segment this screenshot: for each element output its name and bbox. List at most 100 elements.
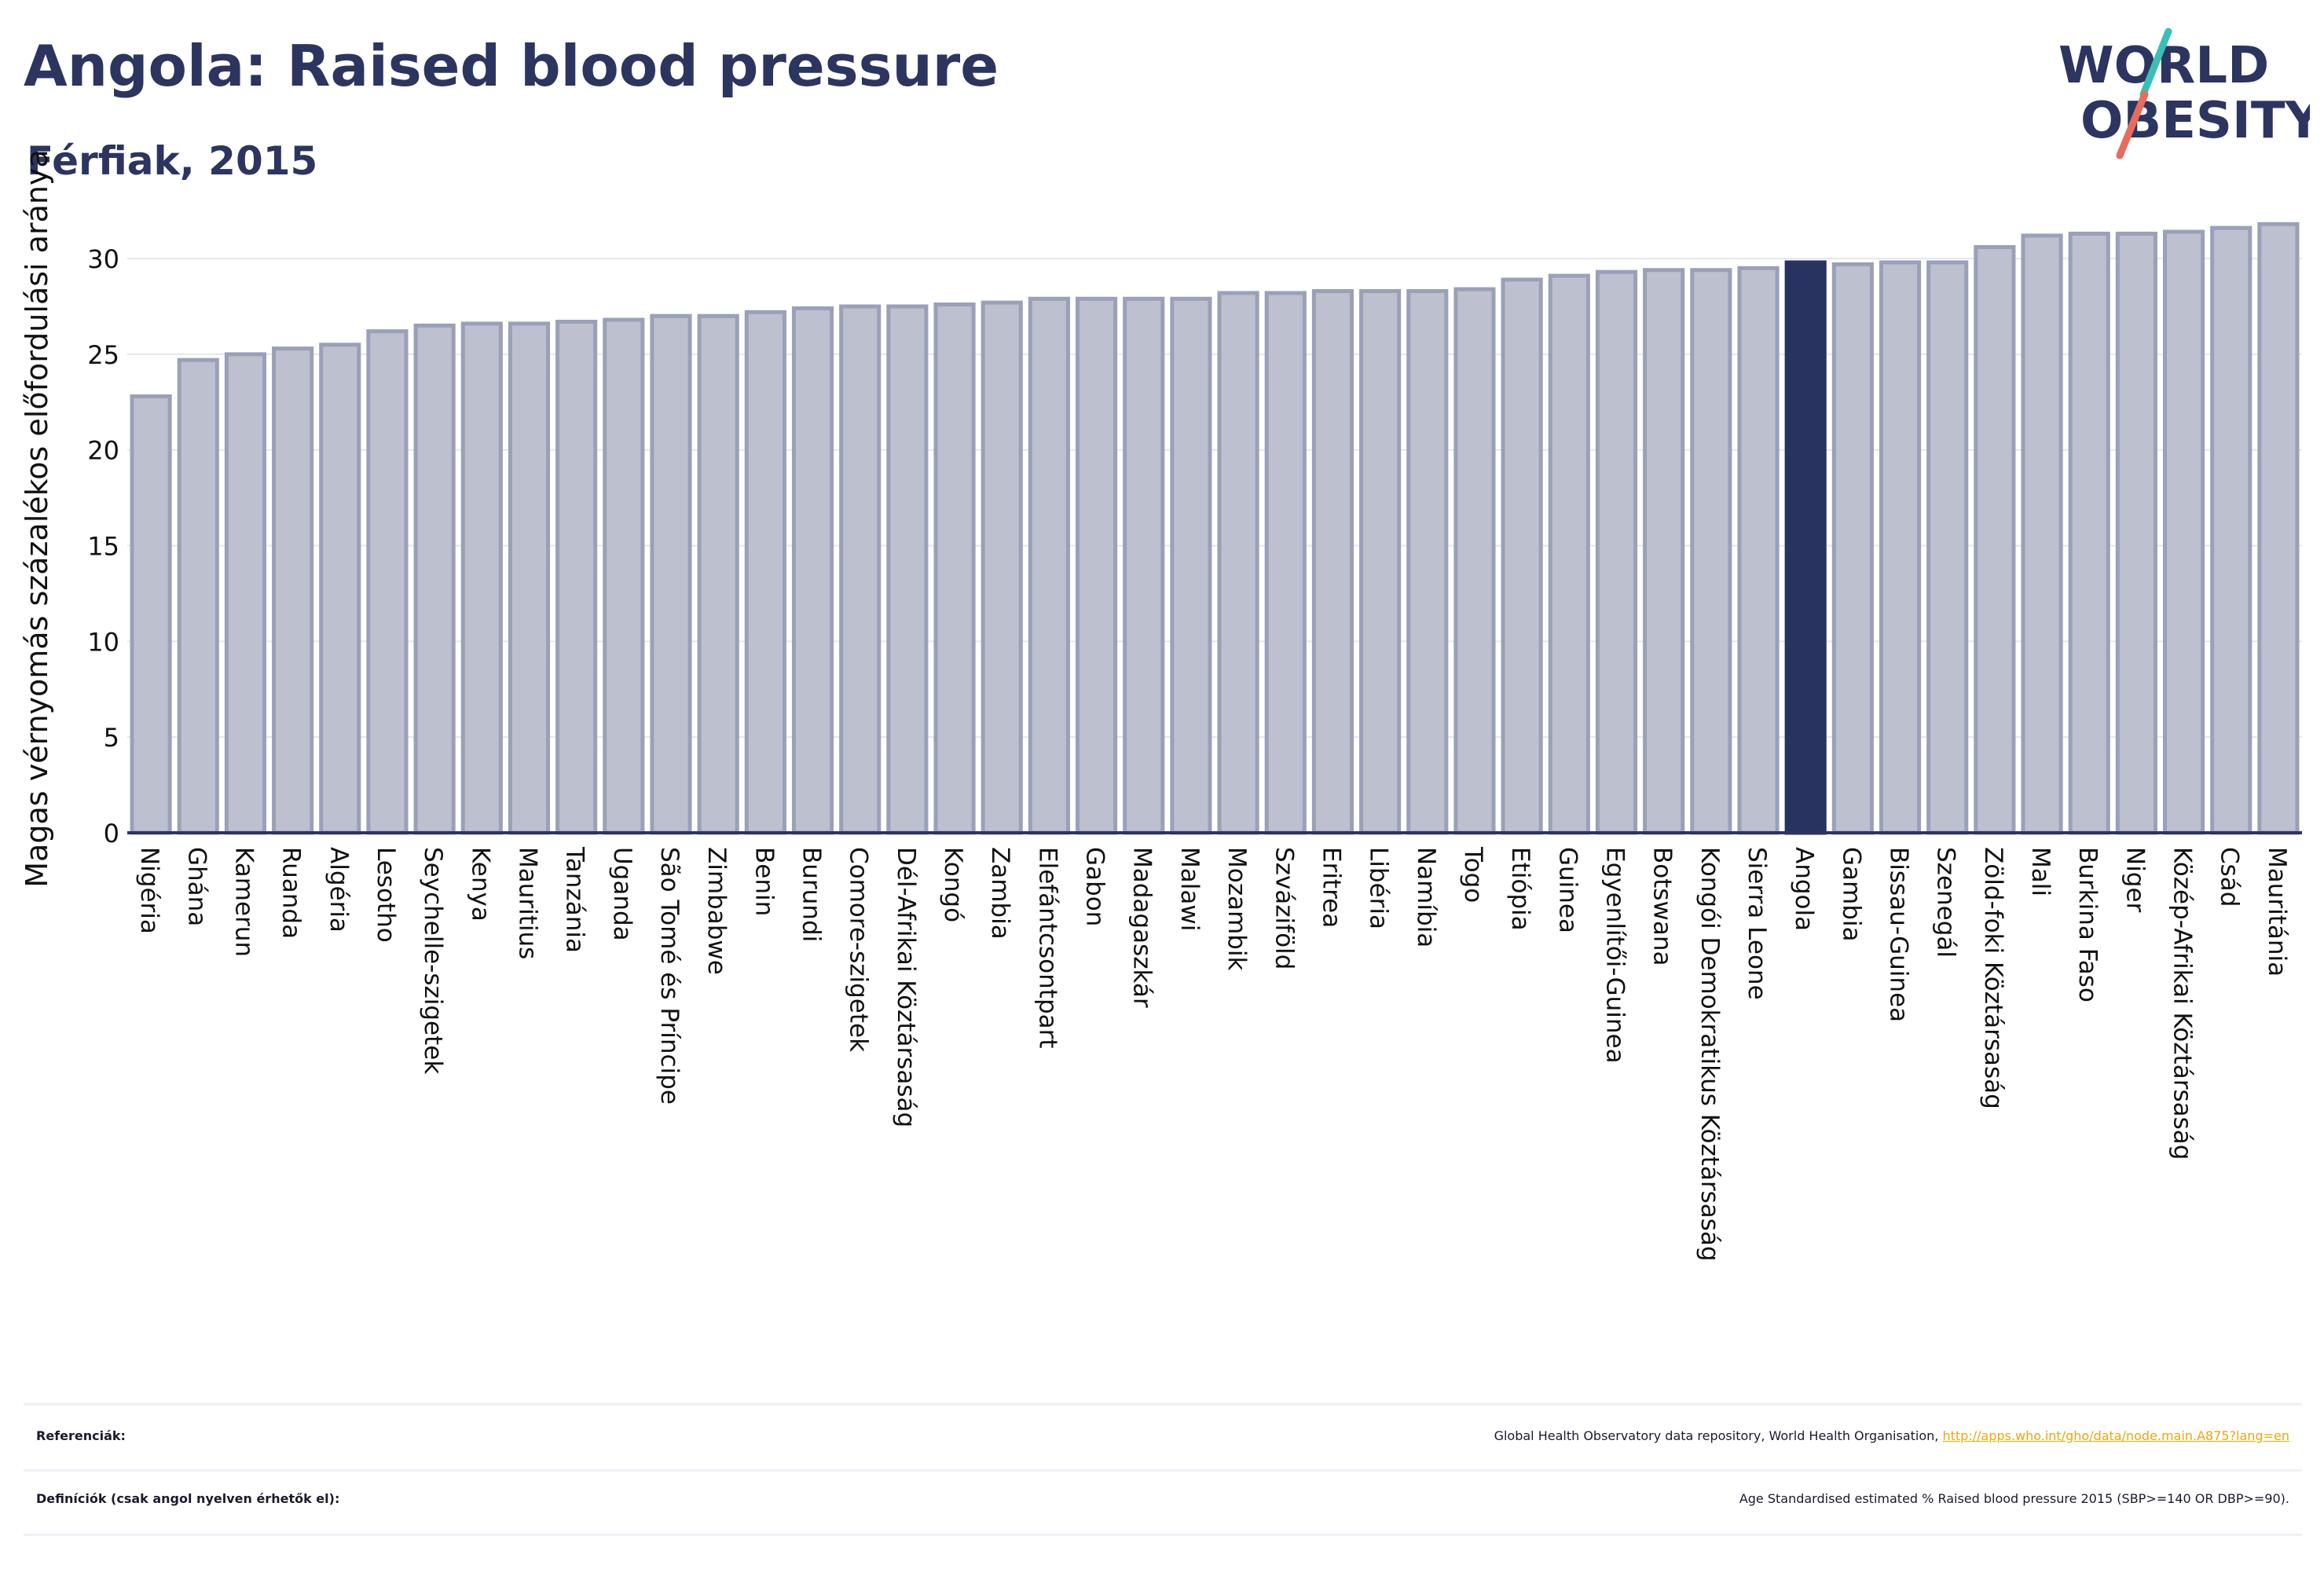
x-tick-label: Namíbia [1412,847,1440,947]
y-tick-label: 20 [87,436,119,466]
references-value: Global Health Observatory data repositor… [1494,1428,2289,1443]
bar [603,317,645,835]
x-tick-label: Madagaszkár [1128,847,1157,1008]
bar [1123,296,1165,835]
logo-word-obesity: OBESITY [2080,92,2310,150]
bar [1501,277,1543,835]
bar [886,304,929,835]
y-tick-label: 5 [104,723,119,753]
page-subtitle: Férfiak, 2015 [27,138,318,184]
bar [2210,225,2253,835]
bar [2162,229,2205,835]
footer-rule-top [24,1403,2302,1406]
bar [744,310,786,835]
x-tick-label: Elefántcsontpart [1033,847,1061,1049]
definitions-value: Age Standardised estimated % Raised bloo… [1739,1491,2289,1506]
y-tick-label: 25 [87,340,119,370]
bar [2257,222,2300,835]
bar-chart: 0 5 10 15 20 25 30 Nigéria Ghána Kamerun Ruanda Al… [20,149,2302,1262]
bar [460,321,503,835]
x-tick-label: Togo [1459,846,1487,903]
x-tick-label: Mauritius [513,847,541,959]
bar [1595,269,1638,835]
bar [839,304,882,835]
bar [1737,266,1780,835]
x-tick-label: São Tomé és Príncipe [655,847,684,1105]
bar [1028,296,1070,835]
logo-slash-coral [2116,90,2149,159]
x-tick-label: Szváziföld [1270,847,1298,969]
x-tick-label: Sierra Leone [1743,847,1771,1000]
y-tick-label: 10 [87,627,119,657]
x-tick-label: Comore-szigetek [845,847,873,1052]
bar [697,313,739,835]
bar [1170,296,1212,835]
x-tick-label: Bissau-Guinea [1885,847,1913,1022]
bar [1926,260,1969,835]
x-tick-label: Ruanda [277,847,306,939]
x-tick-label: Malawi [1175,847,1204,931]
x-tick-label: Nigéria [135,847,163,934]
x-tick-label: Egyenlítői-Guinea [1600,847,1629,1064]
bars [130,222,2300,835]
bar [2021,233,2063,835]
y-axis-label: Magas vérnyomás százalékos előfordulási … [20,149,54,887]
bar [177,357,219,835]
x-tick-label: Csád [2216,847,2244,907]
x-tick-label: Mauritánia [2263,847,2291,977]
bar [1643,268,1685,835]
x-tick-label: Közép-Afrikai Köztársaság [2168,847,2197,1160]
x-tick-label: Kamerun [229,847,258,957]
bar [933,302,976,835]
bar [413,323,456,835]
footer-rule-bottom [24,1534,2302,1536]
bar [366,329,409,835]
x-tick-label: Angola [1790,847,1818,931]
y-tick-label: 30 [87,244,119,274]
x-tick-label: Seychelle-szigetek [419,847,447,1074]
footer-rule-middle [24,1469,2302,1472]
x-tick-label: Mali [2026,847,2055,896]
x-tick-label: Lesotho [372,847,400,943]
definitions-label: Definíciók (csak angol nyelven érhetők e… [36,1491,340,1506]
references-label: Referenciák: [36,1428,126,1443]
x-tick-label: Benin [750,847,778,916]
bar [650,313,692,835]
bar [1453,287,1496,835]
bar [224,352,267,835]
bar [2068,231,2110,835]
x-tick-label: Zambia [986,847,1014,940]
x-tick-label: Burkina Faso [2073,847,2102,1002]
bar [555,319,598,835]
x-tick-label: Kongói Demokratikus Köztársaság [1695,847,1724,1262]
x-tick-label: Niger [2121,847,2149,913]
x-tick-label: Tanzánia [561,846,589,953]
x-tick-label: Gabon [1081,847,1109,926]
x-tick-label: Gambia [1837,847,1865,942]
references-link[interactable]: http://apps.who.int/gho/data/node.main.A… [1942,1428,2289,1443]
x-tick-label: Szenegál [1932,847,1960,958]
x-tick-label: Guinea [1553,847,1582,933]
x-tick-label: Kongó [939,847,967,922]
bar [130,394,172,835]
x-tick-label: Burundi [797,847,826,942]
page-title: Angola: Raised blood pressure [24,33,999,99]
bar [1406,289,1449,835]
y-tick-labels: 0 5 10 15 20 25 30 [87,244,119,848]
x-tick-label: Dél-Afrikai Köztársaság [892,847,920,1127]
x-tick-label: Ghána [182,847,211,926]
bar [981,300,1023,835]
bar [1311,289,1354,835]
bar [1075,296,1118,835]
x-tick-label: Zöld-foki Köztársaság [1979,847,2007,1109]
x-tick-label: Botswana [1648,847,1677,966]
x-tick-label: Algéria [324,847,353,933]
x-tick-label: Mozambik [1222,847,1251,970]
bar-highlight [1784,260,1827,835]
logo-slash-teal [2139,27,2172,98]
bar [1548,273,1590,835]
x-tick-label: Kenya [466,847,494,922]
y-tick-label: 0 [104,819,119,848]
x-tick-label: Uganda [608,847,636,941]
bar [1359,289,1402,835]
